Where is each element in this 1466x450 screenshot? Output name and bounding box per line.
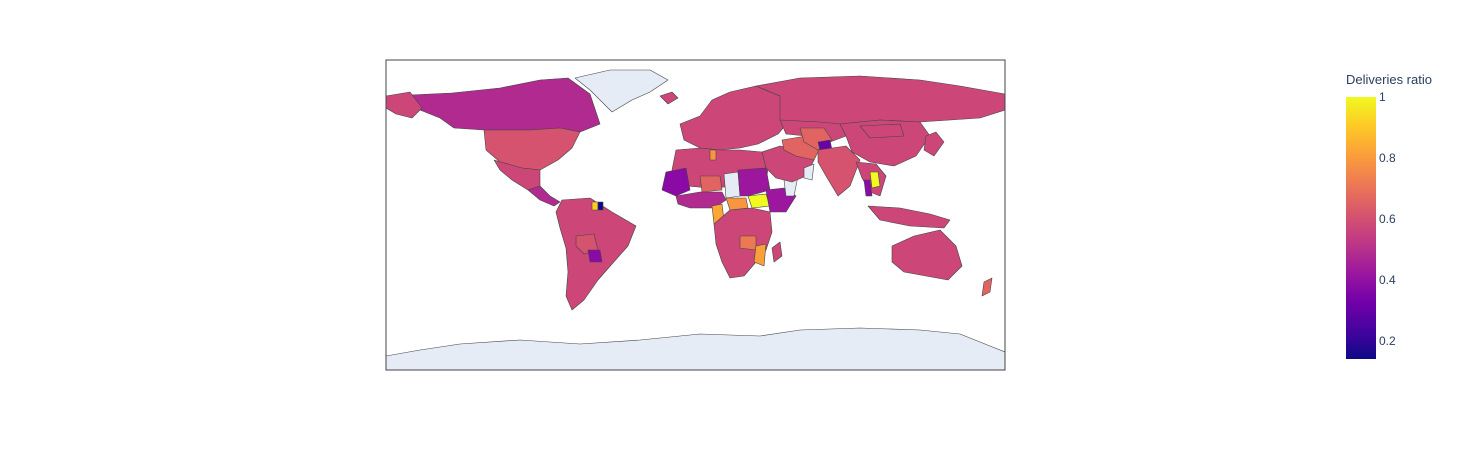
colorbar-title: Deliveries ratio	[1346, 72, 1432, 87]
region-madagascar[interactable]	[771, 241, 783, 263]
colorbar-tick: 0.6	[1379, 211, 1396, 226]
region-laos[interactable]	[869, 171, 881, 189]
region-french-guiana[interactable]	[597, 201, 604, 211]
region-china[interactable]	[839, 119, 931, 167]
region-south-asia[interactable]	[817, 145, 861, 197]
region-central-america[interactable]	[527, 185, 561, 207]
region-australia[interactable]	[891, 229, 963, 281]
region-tunisia[interactable]	[709, 149, 717, 161]
region-niger[interactable]	[699, 175, 723, 193]
region-greenland[interactable]	[574, 69, 669, 113]
region-mozambique[interactable]	[753, 243, 767, 267]
colorbar-gradient	[1346, 97, 1376, 359]
region-chad[interactable]	[723, 171, 741, 199]
region-west-africa-sahel[interactable]	[661, 167, 691, 197]
region-thailand[interactable]	[863, 179, 873, 197]
region-paraguay[interactable]	[587, 249, 603, 263]
colorbar-tick: 0.4	[1379, 272, 1396, 287]
region-alaska[interactable]	[386, 91, 423, 119]
colorbar-tick: 0.2	[1379, 333, 1396, 348]
region-sudan[interactable]	[737, 167, 771, 197]
colorbar-tick: 0.8	[1379, 150, 1396, 165]
map-frame	[385, 59, 1006, 371]
region-japan[interactable]	[923, 131, 945, 157]
region-south-sudan[interactable]	[747, 193, 771, 209]
region-usa[interactable]	[483, 127, 581, 171]
region-mongolia[interactable]	[859, 123, 905, 139]
region-new-zealand[interactable]	[981, 277, 993, 297]
region-zambia[interactable]	[739, 235, 757, 251]
region-indonesia[interactable]	[867, 205, 951, 229]
region-oman[interactable]	[803, 163, 815, 181]
region-iceland[interactable]	[659, 91, 679, 105]
region-car[interactable]	[725, 197, 749, 211]
region-antarctica[interactable]	[386, 327, 1005, 370]
region-suriname[interactable]	[591, 201, 599, 211]
colorbar-tick: 1	[1379, 90, 1386, 104]
region-west-africa-coast[interactable]	[675, 191, 727, 209]
